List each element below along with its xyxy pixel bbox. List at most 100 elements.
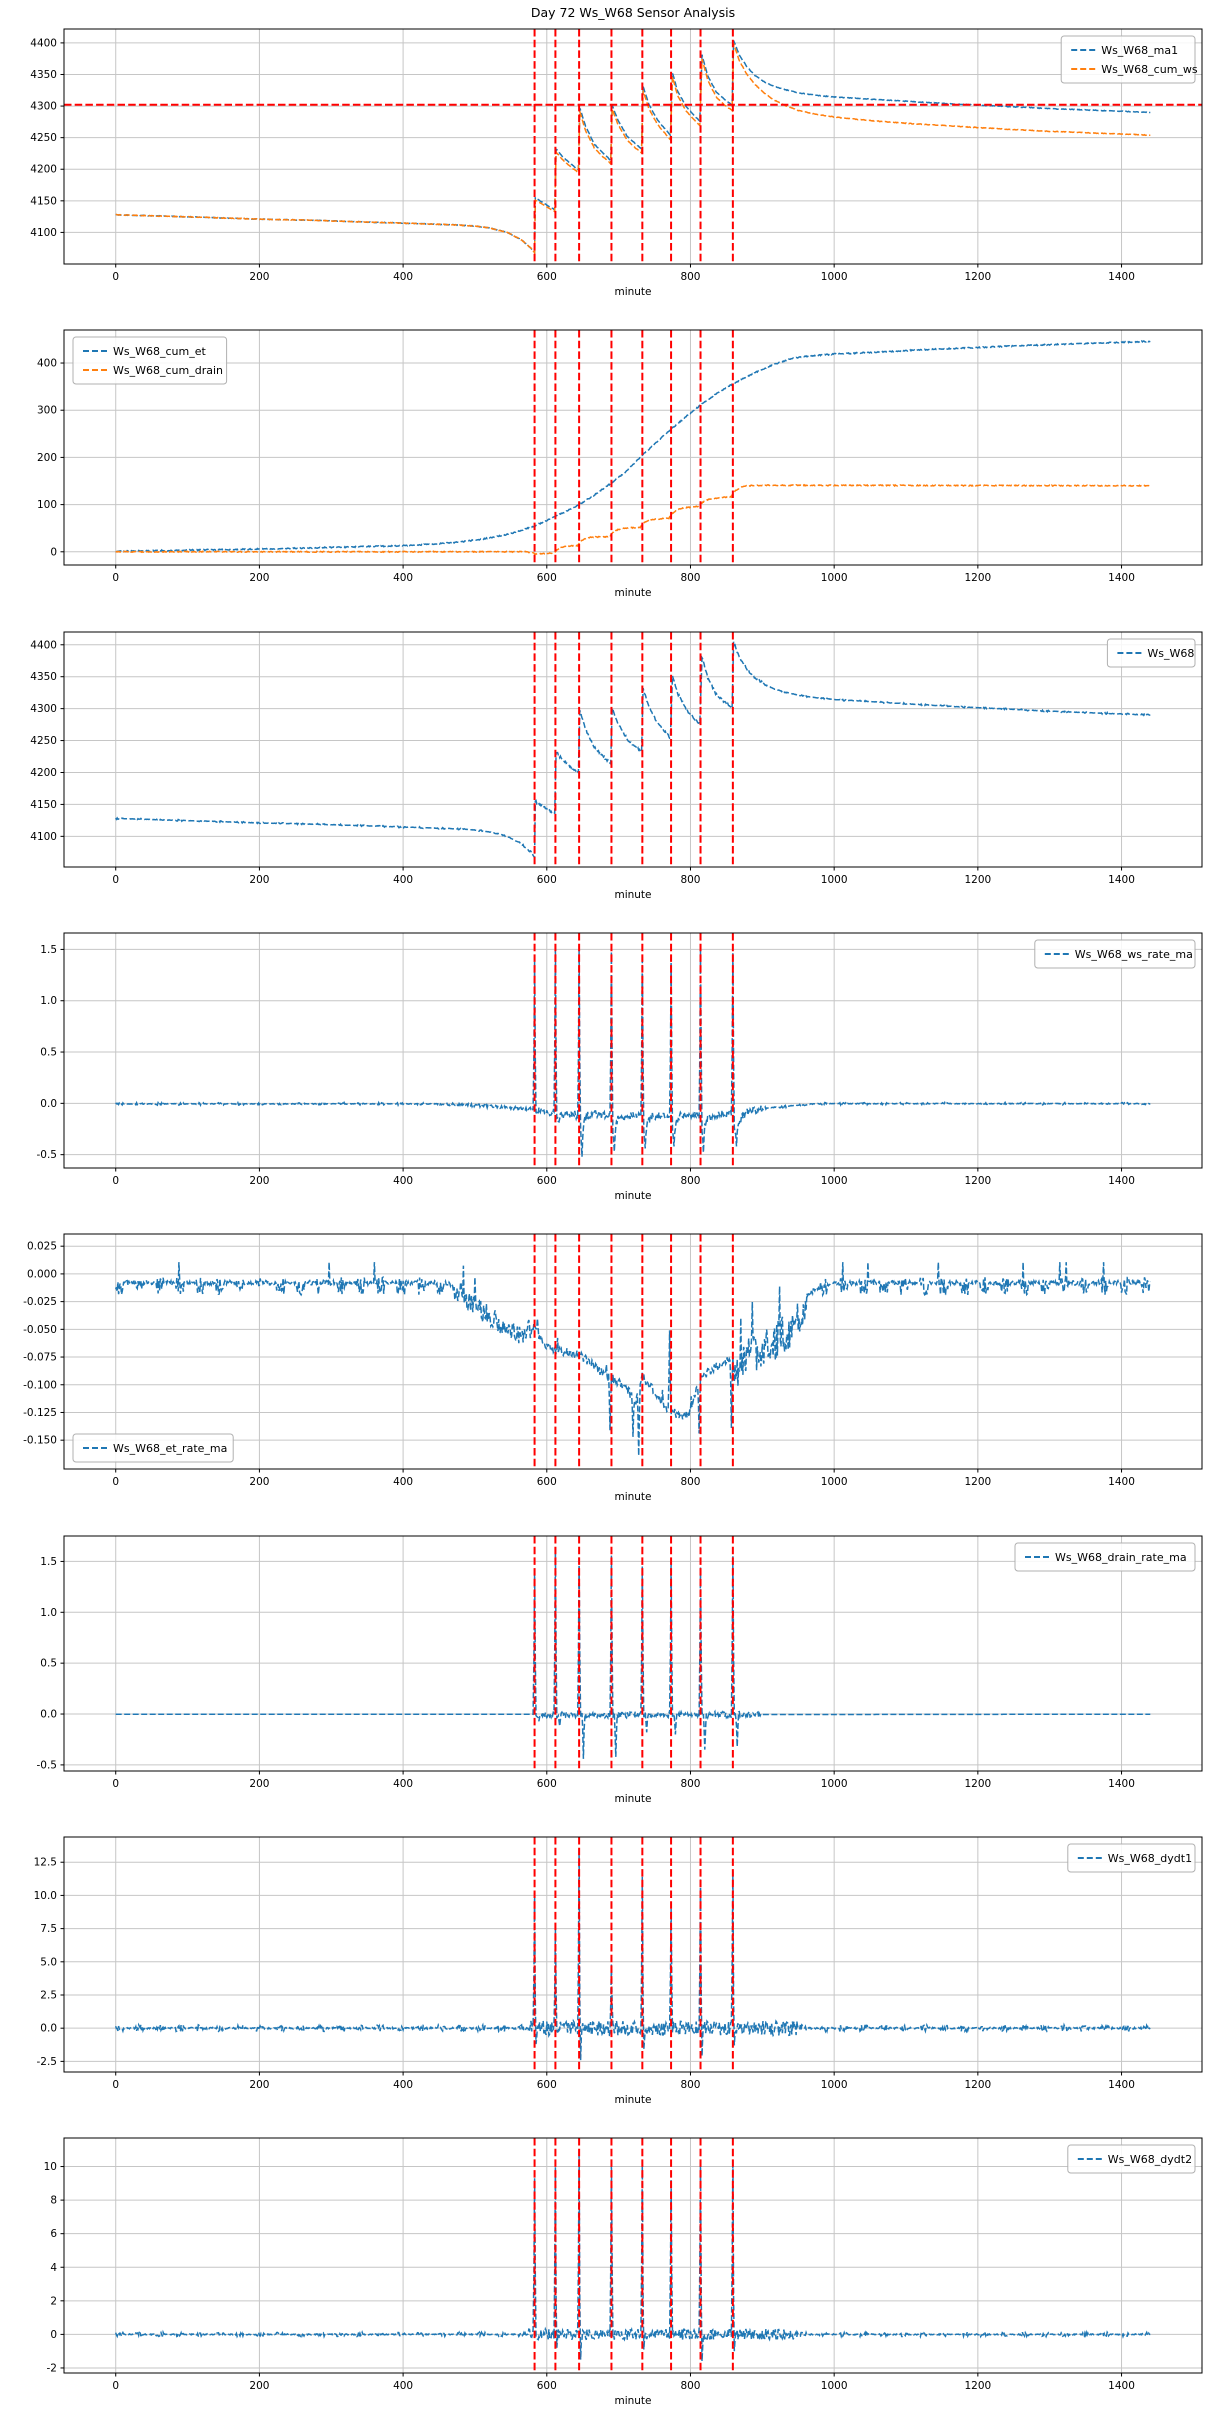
svg-text:1200: 1200	[964, 1476, 991, 1488]
svg-text:100: 100	[37, 499, 57, 511]
svg-text:0: 0	[112, 874, 119, 886]
svg-text:600: 600	[537, 1476, 557, 1488]
svg-text:200: 200	[249, 1476, 269, 1488]
svg-text:200: 200	[249, 572, 269, 584]
tick-labels: 0 200 400 600 800 1000 1200 1400 -0.5 0.0 0.5 1.0 1.…	[37, 1556, 1135, 1790]
tick-labels: 0 200 400 600 800 1000 1200 1400 -2.5 0.0 2.5 5.0 7.…	[34, 1857, 1135, 2091]
legend: Ws_W68_dydt1	[1067, 1843, 1196, 1873]
legend-label-Ws_W68: Ws_W68	[1147, 647, 1194, 660]
svg-text:1.5: 1.5	[40, 1556, 57, 1568]
grid	[64, 632, 1202, 867]
svg-text:0.000: 0.000	[27, 1268, 57, 1280]
svg-text:4400: 4400	[30, 37, 57, 49]
svg-text:800: 800	[680, 271, 700, 283]
axes-frame	[63, 1233, 1203, 1470]
svg-text:-0.100: -0.100	[23, 1379, 57, 1391]
event-vlines	[533, 1837, 734, 2072]
tick-labels: 0 200 400 600 800 1000 1200 1400 0 100 200 300 400	[37, 358, 1135, 584]
svg-text:600: 600	[537, 2380, 557, 2392]
svg-text:0.0: 0.0	[40, 2023, 57, 2035]
svg-text:0.0: 0.0	[40, 1709, 57, 1721]
svg-text:4250: 4250	[30, 735, 57, 747]
svg-text:4150: 4150	[30, 195, 57, 207]
svg-text:0.5: 0.5	[40, 1047, 57, 1059]
svg-text:6: 6	[50, 2228, 57, 2240]
svg-text:8: 8	[50, 2195, 57, 2207]
svg-text:400: 400	[393, 572, 413, 584]
x-axis-label: minute	[614, 286, 651, 298]
svg-text:200: 200	[249, 271, 269, 283]
svg-text:-2: -2	[47, 2362, 57, 2374]
series-Ws_W68_dydt1	[114, 1848, 1151, 2061]
svg-text:800: 800	[680, 874, 700, 886]
svg-text:4300: 4300	[30, 703, 57, 715]
svg-text:300: 300	[37, 405, 57, 417]
event-vlines	[533, 632, 734, 867]
x-axis-label: minute	[614, 2395, 651, 2407]
series-Ws_W68_ma1	[115, 40, 1151, 256]
series-Ws_W68_cum_ws	[115, 43, 1151, 256]
svg-text:0: 0	[112, 1778, 119, 1790]
svg-text:4150: 4150	[30, 799, 57, 811]
figure-title: Day 72 Ws_W68 Sensor Analysis	[530, 5, 736, 20]
svg-text:1200: 1200	[964, 572, 991, 584]
series-Ws_W68_cum_et	[115, 339, 1151, 553]
svg-text:1200: 1200	[964, 874, 991, 886]
legend: Ws_W68_cum_et Ws_W68_cum_drain	[72, 336, 228, 385]
svg-text:1400: 1400	[1108, 572, 1135, 584]
subplot-7: 0 200 400 600 800 1000 1200 1400 -2.5 0.0 2.5 5.0 7.…	[34, 1836, 1203, 2106]
axes-frame	[63, 932, 1203, 1169]
legend-label-Ws_W68_cum_ws: Ws_W68_cum_ws	[1101, 63, 1198, 76]
svg-text:1200: 1200	[964, 1778, 991, 1790]
svg-text:600: 600	[537, 1778, 557, 1790]
svg-text:0: 0	[112, 2079, 119, 2091]
tick-labels: 0 200 400 600 800 1000 1200 1400 4100 4150 4200 425…	[30, 37, 1135, 283]
svg-text:1200: 1200	[964, 2380, 991, 2392]
svg-text:12.5: 12.5	[34, 1857, 57, 1869]
grid	[64, 1837, 1202, 2072]
x-axis-label: minute	[614, 2094, 651, 2106]
legend-label-Ws_W68_ws_rate_ma: Ws_W68_ws_rate_ma	[1075, 948, 1193, 961]
axes-frame	[63, 329, 1203, 566]
subplot-6: 0 200 400 600 800 1000 1200 1400 -0.5 0.0 0.5 1.0 1.…	[37, 1535, 1203, 1805]
svg-text:4350: 4350	[30, 69, 57, 81]
svg-text:-0.050: -0.050	[23, 1324, 57, 1336]
axes-frame	[63, 631, 1203, 868]
series-Ws_W68_dydt2	[114, 2149, 1151, 2362]
svg-text:800: 800	[680, 1476, 700, 1488]
svg-text:1400: 1400	[1108, 874, 1135, 886]
svg-text:800: 800	[680, 1175, 700, 1187]
series-Ws_W68	[115, 641, 1151, 859]
svg-text:200: 200	[249, 2079, 269, 2091]
grid	[64, 933, 1202, 1168]
svg-text:1400: 1400	[1108, 2380, 1135, 2392]
subplot-3: 0 200 400 600 800 1000 1200 1400 4100 4150 4200 425…	[30, 631, 1203, 901]
legend-label-Ws_W68_drain_rate_ma: Ws_W68_drain_rate_ma	[1055, 1551, 1187, 1564]
svg-text:1400: 1400	[1108, 1476, 1135, 1488]
svg-text:1000: 1000	[821, 2380, 848, 2392]
series-Ws_W68_et_rate_ma	[114, 1262, 1152, 1456]
subplot-2: 0 200 400 600 800 1000 1200 1400 0 100 200 300 400 mi…	[37, 329, 1203, 599]
svg-text:0.0: 0.0	[40, 1098, 57, 1110]
svg-text:600: 600	[537, 271, 557, 283]
svg-text:5.0: 5.0	[40, 1956, 57, 1968]
svg-text:800: 800	[680, 1778, 700, 1790]
svg-text:-0.125: -0.125	[23, 1407, 57, 1419]
svg-text:-0.5: -0.5	[37, 1149, 58, 1161]
x-axis-label: minute	[614, 1793, 651, 1805]
svg-text:0: 0	[112, 572, 119, 584]
svg-text:200: 200	[249, 874, 269, 886]
svg-text:1.5: 1.5	[40, 944, 57, 956]
axes-frame	[63, 2137, 1203, 2374]
svg-text:4250: 4250	[30, 132, 57, 144]
axes-frame	[63, 1836, 1203, 2073]
svg-text:4400: 4400	[30, 639, 57, 651]
svg-text:800: 800	[680, 2079, 700, 2091]
event-vlines	[533, 2138, 734, 2373]
x-axis-label: minute	[614, 587, 651, 599]
svg-text:600: 600	[537, 2079, 557, 2091]
legend-label-Ws_W68_ma1: Ws_W68_ma1	[1101, 44, 1178, 57]
svg-text:0: 0	[112, 1476, 119, 1488]
svg-text:0: 0	[112, 2380, 119, 2392]
